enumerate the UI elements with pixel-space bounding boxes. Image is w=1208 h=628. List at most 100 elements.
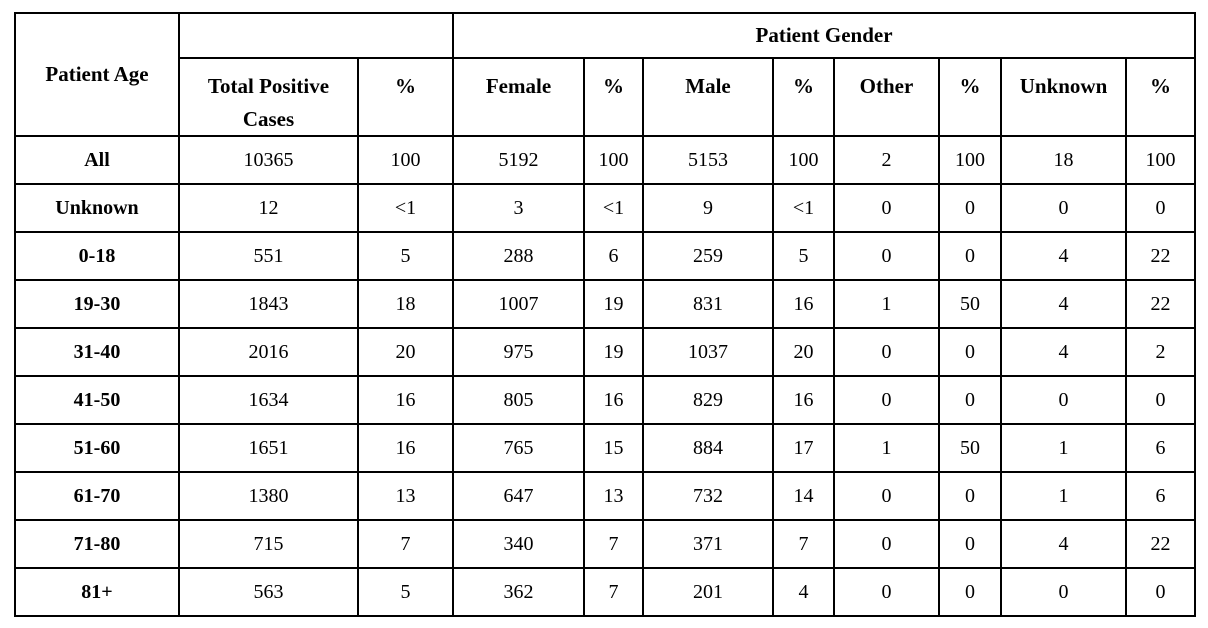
data-cell: 7 [583,567,644,618]
data-cell: 0 [833,327,940,378]
table-row: All 10365 100 5192 100 5153 100 2 100 18 100 [14,135,1197,186]
data-cell: 19 [583,279,644,330]
data-cell: 4 [1000,519,1127,570]
age-group-label: 81+ [14,567,180,618]
age-group-label: 0-18 [14,231,180,282]
data-cell: 0 [938,471,1002,522]
column-header: % [357,56,454,138]
data-cell: 50 [938,279,1002,330]
data-cell: 0 [938,231,1002,282]
data-cell: 0 [1124,567,1197,618]
data-cell: 340 [452,519,585,570]
column-header: Unknown [1000,56,1127,138]
data-cell: 6 [1124,423,1197,474]
data-cell: 100 [772,135,835,186]
data-cell: 1651 [178,423,359,474]
table-body: All 10365 100 5192 100 5153 100 2 100 18 100 Unknow… [14,135,1197,618]
table-row: 51-60 1651 16 765 15 884 17 1 50 1 6 [14,423,1197,474]
data-cell: 1 [833,279,940,330]
data-cell: 17 [772,423,835,474]
data-cell: 1 [1000,471,1127,522]
data-cell: 0 [833,231,940,282]
data-cell: 16 [772,279,835,330]
data-cell: 0 [833,519,940,570]
data-cell: 22 [1124,519,1197,570]
table-row: Unknown 12 <1 3 <1 9 <1 0 0 0 0 [14,183,1197,234]
data-cell: 975 [452,327,585,378]
age-group-label: All [14,135,180,186]
data-cell: 7 [772,519,835,570]
table-header: Patient Age Patient Gender Total Positiv… [14,11,1197,138]
data-cell: 18 [1000,135,1127,186]
data-cell: 22 [1124,231,1197,282]
data-cell: 0 [833,183,940,234]
column-header: Total Positive Cases [178,56,359,138]
data-cell: 13 [357,471,454,522]
data-cell: <1 [772,183,835,234]
table-row: 71-80 715 7 340 7 371 7 0 0 4 22 [14,519,1197,570]
data-cell: 100 [1124,135,1197,186]
data-cell: 0 [938,519,1002,570]
data-cell: 201 [642,567,774,618]
data-cell: 14 [772,471,835,522]
data-cell: 10365 [178,135,359,186]
data-cell: 5 [772,231,835,282]
data-cell: 805 [452,375,585,426]
data-cell: 765 [452,423,585,474]
data-cell: 12 [178,183,359,234]
column-header: % [938,56,1002,138]
age-group-label: 61-70 [14,471,180,522]
data-cell: 732 [642,471,774,522]
data-cell: 884 [642,423,774,474]
table-row: 19-30 1843 18 1007 19 831 16 1 50 4 22 [14,279,1197,330]
column-header: % [1124,56,1197,138]
data-cell: 19 [583,327,644,378]
data-cell: 100 [583,135,644,186]
column-header-row: Total Positive Cases% Female% Male% Other% U… [15,56,1197,138]
data-cell: 0 [938,327,1002,378]
table-row: 81+ 563 5 362 7 201 4 0 0 0 0 [14,567,1197,618]
data-cell: 15 [583,423,644,474]
data-cell: 563 [178,567,359,618]
data-cell: 1037 [642,327,774,378]
data-cell: 5 [357,567,454,618]
data-cell: 16 [583,375,644,426]
table-row: 61-70 1380 13 647 13 732 14 0 0 1 6 [14,471,1197,522]
data-cell: 0 [833,375,940,426]
data-cell: 0 [833,567,940,618]
age-group-label: 71-80 [14,519,180,570]
data-cell: 6 [1124,471,1197,522]
group-header-row: Patient Age Patient Gender [14,11,1197,138]
data-cell: 3 [452,183,585,234]
data-cell: 6 [583,231,644,282]
data-cell: 100 [938,135,1002,186]
data-cell: 0 [938,183,1002,234]
data-cell: 371 [642,519,774,570]
column-header: Female [452,56,585,138]
data-cell: 16 [357,423,454,474]
data-cell: 1007 [452,279,585,330]
data-cell: 13 [583,471,644,522]
data-cell: 7 [583,519,644,570]
data-cell: 2 [833,135,940,186]
age-group-label: 31-40 [14,327,180,378]
empty-header-cell [178,12,454,59]
data-cell: 0 [1124,375,1197,426]
column-header: Male [642,56,774,138]
data-cell: 50 [938,423,1002,474]
age-group-label: 41-50 [14,375,180,426]
data-cell: 0 [1124,183,1197,234]
data-cell: 1 [833,423,940,474]
data-cell: 2 [1124,327,1197,378]
data-cell: 1380 [178,471,359,522]
data-cell: 16 [772,375,835,426]
data-cell: 0 [938,567,1002,618]
data-cell: 5192 [452,135,585,186]
data-cell: 259 [642,231,774,282]
data-cell: 2016 [178,327,359,378]
patient-gender-header: Patient Gender [451,12,1197,59]
data-cell: 1 [1000,423,1127,474]
column-header: % [772,56,835,138]
data-cell: 4 [772,567,835,618]
data-cell: 22 [1124,279,1197,330]
